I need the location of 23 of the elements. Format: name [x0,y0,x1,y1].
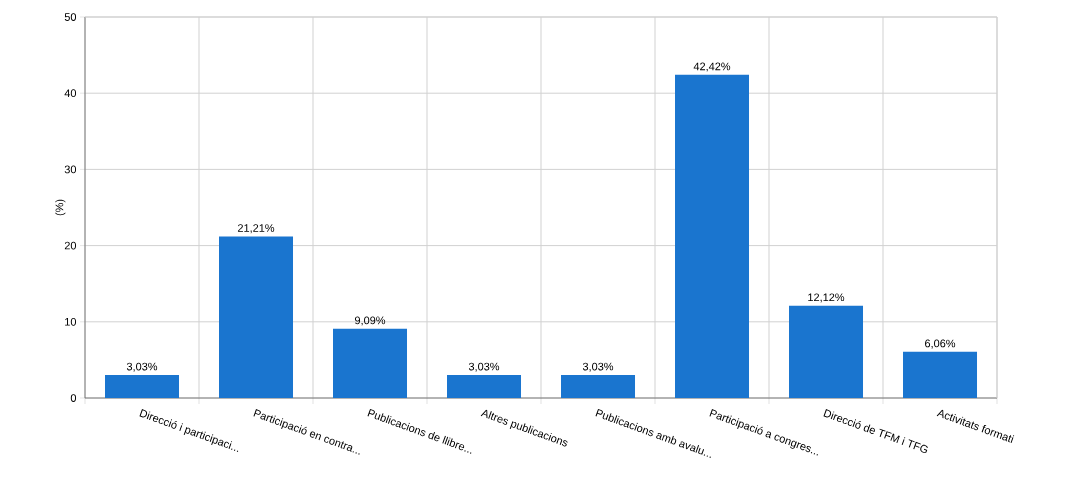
data-label: 12,12% [808,293,845,303]
y-axis-title: (%) [55,199,66,216]
data-label: 3,03% [582,362,614,372]
y-tick-label: 10 [65,317,77,326]
data-label: 3,03% [126,362,158,372]
bar [789,305,864,398]
bar [675,74,750,398]
bar [447,374,521,398]
data-label: 21,21% [237,224,275,234]
bar [105,374,179,398]
data-label: 3,03% [468,362,500,372]
y-tick-label: 50 [64,13,77,21]
y-tick-label: 40 [64,89,77,98]
bar [219,236,293,398]
y-tick-label: 20 [64,241,77,250]
bar [561,374,636,398]
y-tick-label: 0 [70,394,77,402]
bar [903,351,978,398]
data-label: 9,09% [354,316,386,326]
y-tick-label: 30 [64,165,77,174]
data-label: 42,42% [693,62,731,72]
data-label: 6,06% [925,339,956,349]
bar [333,328,407,398]
